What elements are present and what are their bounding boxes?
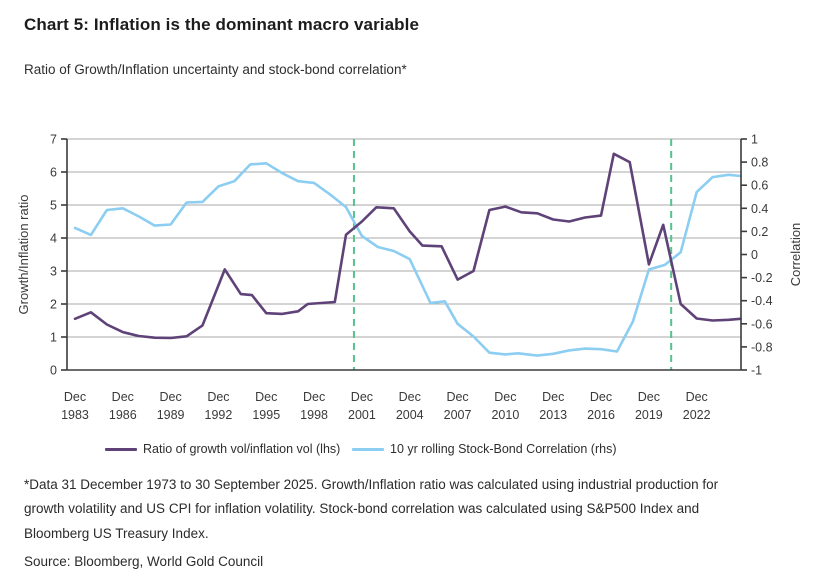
x-axis-labels: Dec 1983 Dec 1986 Dec 1989 Dec 1992 Dec 1995 Dec 19… xyxy=(61,390,711,422)
x-tick-label-month: Dec xyxy=(686,390,708,404)
y-right-tick-label: 0.4 xyxy=(751,202,768,216)
footnote: *Data 31 December 1973 to 30 September 2… xyxy=(24,477,719,541)
legend-swatch-ratio-line xyxy=(105,447,137,451)
x-tick-label-year: 2010 xyxy=(491,408,519,422)
legend-label-ratio: Ratio of growth vol/inflation vol (lhs) xyxy=(143,442,341,456)
y-axis-right-labels: 1 0.8 0.6 0.4 0.2 0 -0.2 -0.4 -0.6 -0.8 -1 xyxy=(751,133,773,378)
series-lines xyxy=(73,152,742,357)
legend-swatch-correlation-line xyxy=(352,447,384,451)
x-tick-label-year: 1989 xyxy=(157,408,185,422)
x-tick-label-month: Dec xyxy=(542,390,564,404)
x-tick-label-year: 1998 xyxy=(300,408,328,422)
y-right-tick-label: -0.2 xyxy=(751,271,773,285)
x-tick-label-year: 2001 xyxy=(348,408,376,422)
x-tick-label-month: Dec xyxy=(351,390,373,404)
x-tick-label-month: Dec xyxy=(255,390,277,404)
x-tick-label-month: Dec xyxy=(494,390,516,404)
x-tick-label-month: Dec xyxy=(160,390,182,404)
axis-titles: Growth/Inflation ratio Correlation xyxy=(16,195,803,315)
series-line-correlation_line xyxy=(73,161,742,357)
y-left-tick-label: 7 xyxy=(50,133,57,147)
x-tick-label-year: 2022 xyxy=(683,408,711,422)
y-right-tick-label: -0.8 xyxy=(751,340,773,354)
y-axis-left-title: Growth/Inflation ratio xyxy=(16,195,31,315)
y-left-tick-label: 5 xyxy=(50,199,57,213)
y-axis-left-labels: 0 1 2 3 4 5 6 7 xyxy=(50,133,57,378)
x-tick-label-month: Dec xyxy=(446,390,468,404)
x-tick-label-year: 2007 xyxy=(444,408,472,422)
axes xyxy=(61,138,747,371)
event-vlines xyxy=(352,139,673,370)
legend-item-ratio: Ratio of growth vol/inflation vol (lhs) xyxy=(105,442,340,456)
x-tick-label-year: 1995 xyxy=(252,408,280,422)
gridlines xyxy=(67,138,741,338)
y-right-tick-label: -1 xyxy=(751,364,762,378)
x-tick-label-year: 1983 xyxy=(61,408,89,422)
y-right-tick-label: -0.4 xyxy=(751,294,773,308)
y-right-tick-label: 0.2 xyxy=(751,225,768,239)
source-line: Source: Bloomberg, World Gold Council xyxy=(24,553,264,569)
y-left-tick-label: 6 xyxy=(50,166,57,180)
x-tick-label-year: 2004 xyxy=(396,408,424,422)
x-tick-label-month: Dec xyxy=(399,390,421,404)
y-left-tick-label: 4 xyxy=(50,232,57,246)
y-right-tick-label: 0.6 xyxy=(751,179,768,193)
line-chart: 0 1 2 3 4 5 6 7 1 0.8 0.6 0.4 0.2 0 -0.2 -0.4 -0.6 -0.8 -… xyxy=(16,133,803,423)
legend-item-correlation: 10 yr rolling Stock-Bond Correlation (rh… xyxy=(352,442,616,456)
y-right-tick-label: 0.8 xyxy=(751,156,768,170)
chart-legend: Ratio of growth vol/inflation vol (lhs) … xyxy=(0,442,830,460)
chart-subtitle: Ratio of Growth/Inflation uncertainty an… xyxy=(24,62,407,77)
legend-label-correlation: 10 yr rolling Stock-Bond Correlation (rh… xyxy=(390,442,617,456)
x-tick-label-year: 2016 xyxy=(587,408,615,422)
y-left-tick-label: 2 xyxy=(50,298,57,312)
series-line-ratio_line xyxy=(73,152,742,340)
x-tick-label-year: 2019 xyxy=(635,408,663,422)
x-tick-label-month: Dec xyxy=(112,390,134,404)
x-tick-label-month: Dec xyxy=(590,390,612,404)
x-tick-label-month: Dec xyxy=(303,390,325,404)
chart-notes: *Data 31 December 1973 to 30 September 2… xyxy=(24,473,758,571)
x-tick-label-year: 1986 xyxy=(109,408,137,422)
x-tick-label-month: Dec xyxy=(64,390,86,404)
x-tick-label-year: 2013 xyxy=(539,408,567,422)
y-right-tick-label: 0 xyxy=(751,248,758,262)
y-right-tick-label: 1 xyxy=(751,133,758,147)
y-axis-right-title: Correlation xyxy=(788,223,803,287)
x-tick-label-year: 1992 xyxy=(205,408,233,422)
y-left-tick-label: 0 xyxy=(50,364,57,378)
y-left-tick-label: 3 xyxy=(50,265,57,279)
x-tick-label-month: Dec xyxy=(207,390,229,404)
y-right-tick-label: -0.6 xyxy=(751,317,773,331)
x-tick-label-month: Dec xyxy=(638,390,660,404)
chart-title: Chart 5: Inflation is the dominant macro… xyxy=(24,15,420,34)
y-left-tick-label: 1 xyxy=(50,331,57,345)
